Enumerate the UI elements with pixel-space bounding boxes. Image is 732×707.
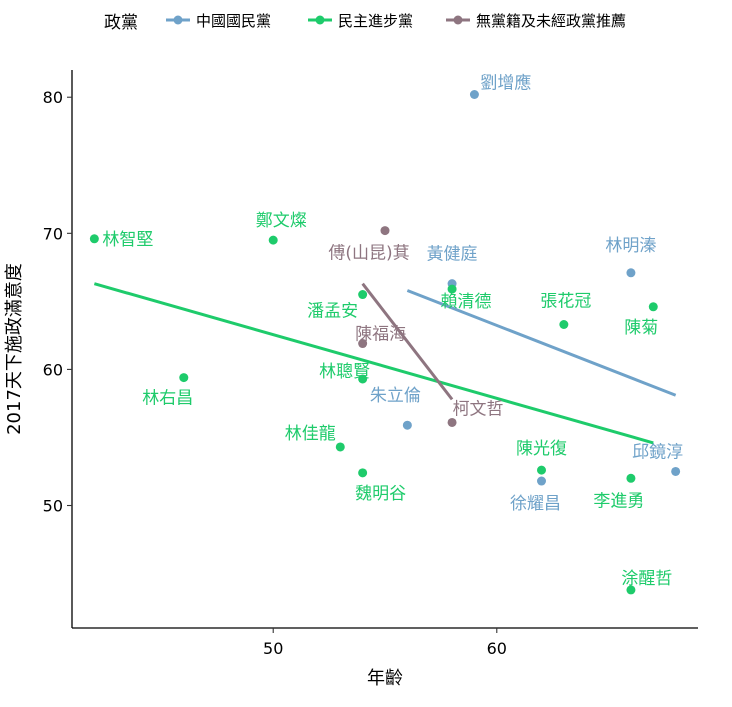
- point-label: 黃健庭: [427, 245, 478, 265]
- y-tick-label: 50: [43, 497, 63, 516]
- point-label: 潘孟安: [307, 302, 358, 322]
- point-label: 林右昌: [142, 389, 193, 409]
- point-label: 張花冠: [540, 292, 591, 312]
- x-tick-label: 60: [487, 639, 507, 658]
- point-label: 朱立倫: [370, 386, 421, 406]
- point-label: 徐耀昌: [510, 494, 561, 514]
- data-point: [671, 466, 681, 476]
- point-label: 李進勇: [593, 491, 644, 511]
- data-point: [358, 468, 368, 478]
- data-point: [89, 234, 99, 244]
- point-label: 傅(山昆)萁: [328, 244, 409, 264]
- data-point: [469, 89, 479, 99]
- data-point: [626, 268, 636, 278]
- legend-label: 無黨籍及未經政黨推薦: [476, 12, 626, 30]
- legend-marker: [453, 15, 463, 25]
- y-tick-label: 60: [43, 360, 63, 379]
- data-point: [648, 302, 658, 312]
- point-label: 陳光復: [516, 439, 567, 459]
- legend-marker: [315, 15, 325, 25]
- point-label: 林明溱: [605, 236, 656, 256]
- legend-label: 中國國民黨: [196, 12, 271, 30]
- point-label: 林智堅: [102, 230, 153, 250]
- point-label: 陳菊: [624, 318, 658, 338]
- data-point: [179, 373, 189, 383]
- legend-marker: [173, 15, 183, 25]
- trend-line: [93, 282, 654, 445]
- data-point: [402, 420, 412, 430]
- x-axis-title: 年齡: [367, 668, 403, 689]
- data-point: [335, 442, 345, 452]
- data-point: [559, 320, 569, 330]
- data-point: [358, 374, 368, 384]
- point-label: 邱鏡淳: [632, 442, 683, 462]
- data-point: [358, 339, 368, 349]
- data-point: [537, 476, 546, 486]
- axes: 50 60 70 80 50 60: [43, 70, 698, 658]
- point-label: 林聰賢: [319, 362, 370, 382]
- data-point: [447, 417, 457, 427]
- legend: 政黨 中國國民黨 民主進步黨 無黨籍及未經政黨推薦: [104, 12, 626, 33]
- y-tick-label: 70: [43, 224, 63, 243]
- data-point: [537, 465, 546, 475]
- point-label: 陳福海: [355, 325, 406, 345]
- y-tick-label: 80: [43, 88, 63, 107]
- data-point: [380, 226, 390, 236]
- trend-line: [361, 282, 454, 401]
- point-label: 柯文哲: [453, 399, 504, 419]
- point-label: 涂醒哲: [621, 569, 672, 589]
- legend-title: 政黨: [104, 13, 138, 33]
- point-label: 鄭文燦: [256, 211, 307, 231]
- point-label: 劉增應: [480, 72, 531, 93]
- y-axis-title: 2017天下施政滿意度: [4, 263, 25, 435]
- data-point: [268, 235, 278, 245]
- point-label: 賴清德: [441, 292, 492, 312]
- trend-line: [406, 289, 677, 397]
- point-label: 魏明谷: [355, 484, 406, 504]
- x-tick-label: 50: [263, 639, 283, 658]
- data-point: [626, 585, 636, 595]
- point-label: 林佳龍: [285, 424, 336, 444]
- data-point: [626, 473, 636, 483]
- data-point: [358, 290, 368, 300]
- legend-label: 民主進步黨: [338, 12, 413, 30]
- data-point: [447, 284, 457, 294]
